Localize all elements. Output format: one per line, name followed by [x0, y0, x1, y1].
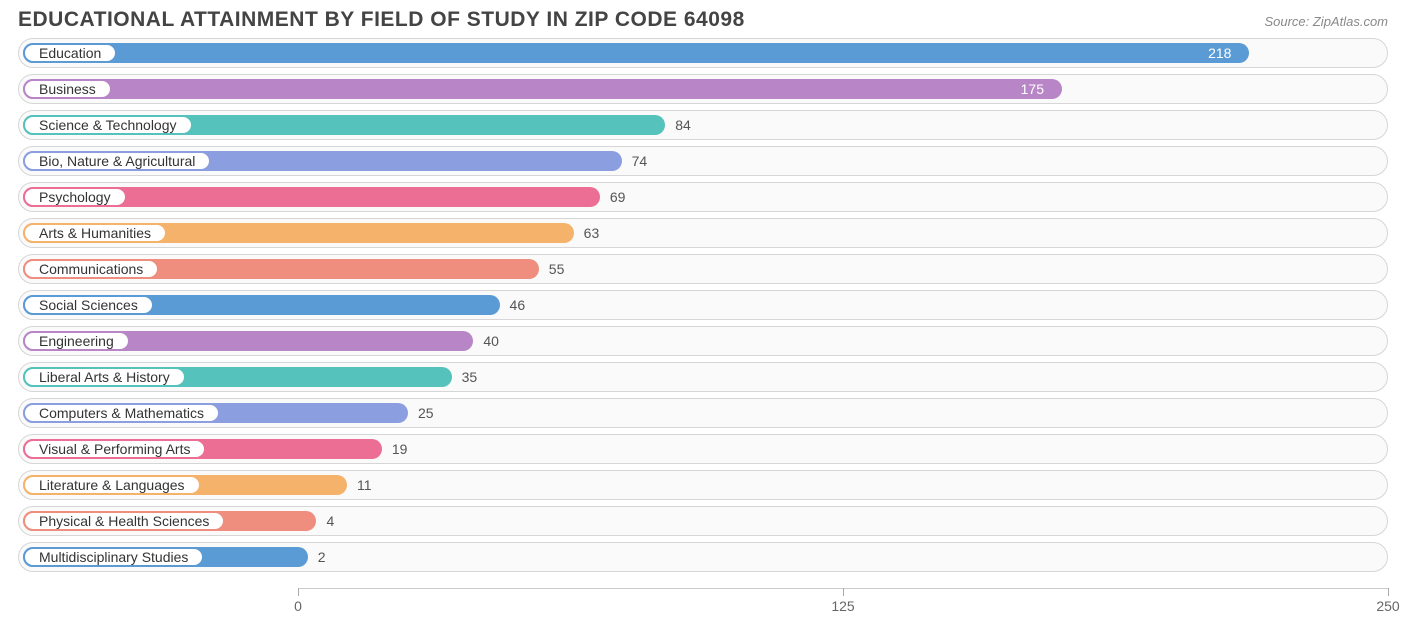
x-axis-tick-label: 125 — [831, 598, 854, 614]
bar-row: Multidisciplinary Studies 2 — [18, 542, 1388, 572]
bar-category-label: Liberal Arts & History — [39, 369, 170, 385]
bar-category-pill: Visual & Performing Arts — [23, 439, 206, 459]
bar-row: Psychology 69 — [18, 182, 1388, 212]
bar-row: Computers & Mathematics 25 — [18, 398, 1388, 428]
bar-category-pill: Psychology — [23, 187, 127, 207]
bar-category-label: Psychology — [39, 189, 111, 205]
bar-row: Social Sciences 46 — [18, 290, 1388, 320]
bar-category-label: Bio, Nature & Agricultural — [39, 153, 195, 169]
bar-category-pill: Bio, Nature & Agricultural — [23, 151, 211, 171]
bar-category-label: Arts & Humanities — [39, 225, 151, 241]
bar-value-label: 74 — [622, 147, 648, 175]
bar-category-label: Multidisciplinary Studies — [39, 549, 188, 565]
x-axis: 0125250 — [18, 588, 1388, 624]
x-axis-tick-label: 0 — [294, 598, 302, 614]
bar-category-pill: Multidisciplinary Studies — [23, 547, 204, 567]
bar-row: Physical & Health Sciences 4 — [18, 506, 1388, 536]
bar-category-pill: Arts & Humanities — [23, 223, 167, 243]
bar-category-pill: Computers & Mathematics — [23, 403, 220, 423]
bar-row: Business175 — [18, 74, 1388, 104]
bar-category-label: Literature & Languages — [39, 477, 185, 493]
bar-row: Engineering 40 — [18, 326, 1388, 356]
bar-category-label: Science & Technology — [39, 117, 177, 133]
bar-category-pill: Science & Technology — [23, 115, 193, 135]
bar-category-pill: Communications — [23, 259, 159, 279]
bar-category-label: Communications — [39, 261, 143, 277]
bar-value-label: 175 — [23, 75, 1062, 103]
bar-category-label: Physical & Health Sciences — [39, 513, 209, 529]
bar-value-label: 84 — [665, 111, 691, 139]
chart-header: EDUCATIONAL ATTAINMENT BY FIELD OF STUDY… — [0, 0, 1406, 38]
bar-value-label: 69 — [600, 183, 626, 211]
bar-value-label: 4 — [316, 507, 334, 535]
chart-source: Source: ZipAtlas.com — [1264, 14, 1388, 29]
bar-category-pill: Liberal Arts & History — [23, 367, 186, 387]
bar-category-label: Social Sciences — [39, 297, 138, 313]
bar-row: Arts & Humanities 63 — [18, 218, 1388, 248]
bar-category-pill: Engineering — [23, 331, 130, 351]
bar-category-label: Engineering — [39, 333, 114, 349]
bar-value-label: 55 — [539, 255, 565, 283]
x-axis-tick — [1388, 588, 1389, 596]
bar-value-label: 35 — [452, 363, 478, 391]
x-axis-tick-label: 250 — [1376, 598, 1399, 614]
bar-row: Bio, Nature & Agricultural 74 — [18, 146, 1388, 176]
bar-category-label: Visual & Performing Arts — [39, 441, 190, 457]
bar-row: Science & Technology 84 — [18, 110, 1388, 140]
x-axis-tick — [298, 588, 299, 596]
bar-value-label: 19 — [382, 435, 408, 463]
bars-container: Education218 Business175 Science & Technol… — [18, 38, 1388, 586]
bar-row: Liberal Arts & History 35 — [18, 362, 1388, 392]
bar-category-pill: Social Sciences — [23, 295, 154, 315]
bar-value-label: 218 — [23, 39, 1249, 67]
bar-row: Visual & Performing Arts 19 — [18, 434, 1388, 464]
bar-row: Communications 55 — [18, 254, 1388, 284]
bar-value-label: 63 — [574, 219, 600, 247]
bar-value-label: 40 — [473, 327, 499, 355]
x-axis-tick — [843, 588, 844, 596]
chart-title: EDUCATIONAL ATTAINMENT BY FIELD OF STUDY… — [18, 8, 745, 32]
bar-row: Education218 — [18, 38, 1388, 68]
bar-value-label: 11 — [347, 471, 372, 499]
bar-value-label: 2 — [308, 543, 326, 571]
bar-row: Literature & Languages 11 — [18, 470, 1388, 500]
bar-category-pill: Literature & Languages — [23, 475, 201, 495]
bar-category-label: Computers & Mathematics — [39, 405, 204, 421]
chart-area: Education218 Business175 Science & Technol… — [0, 38, 1406, 624]
bar-category-pill: Physical & Health Sciences — [23, 511, 225, 531]
bar-value-label: 46 — [500, 291, 526, 319]
bar-value-label: 25 — [408, 399, 434, 427]
